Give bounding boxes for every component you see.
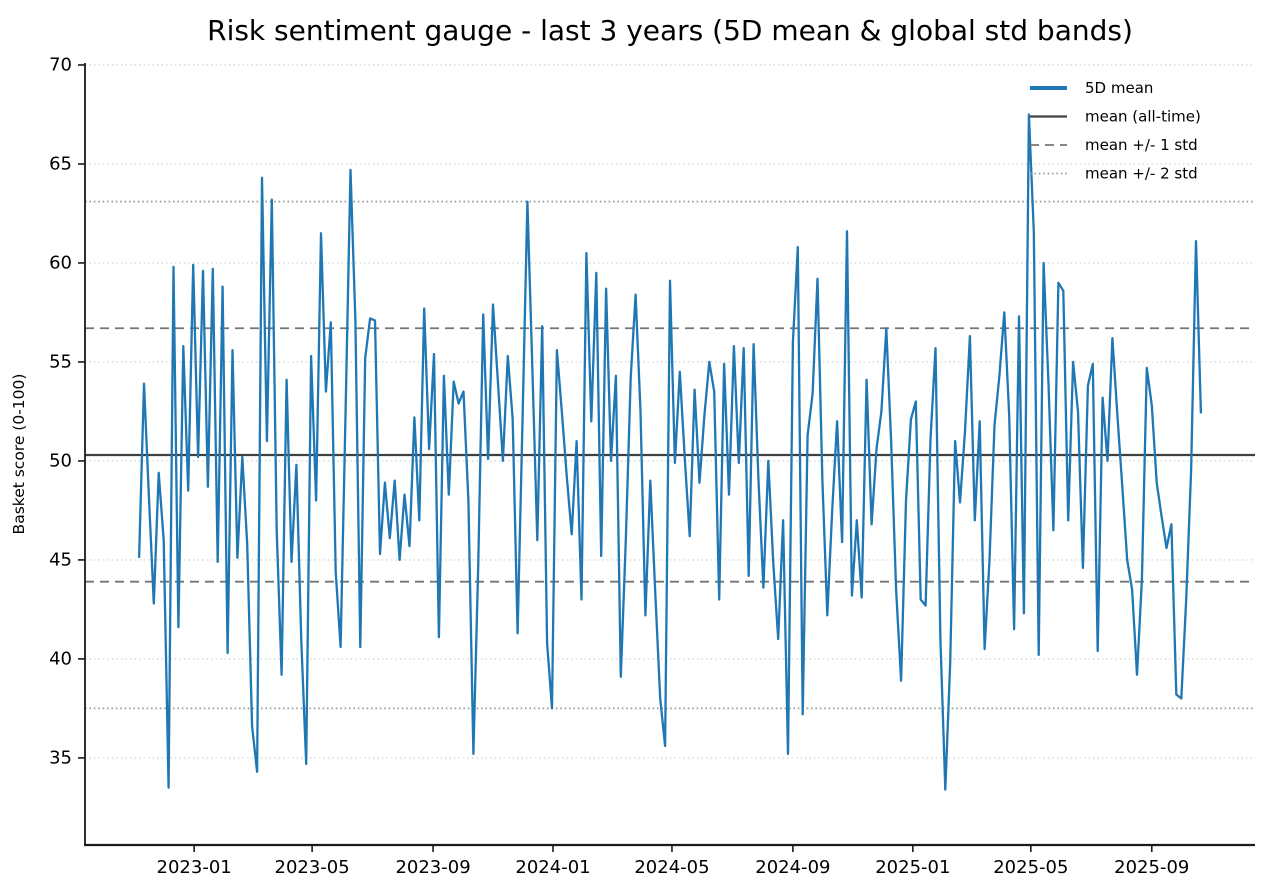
x-tick-label: 2024-09 <box>755 857 830 878</box>
y-axis-label: Basket score (0-100) <box>10 374 28 535</box>
legend-label: 5D mean <box>1085 79 1153 97</box>
chart-title: Risk sentiment gauge - last 3 years (5D … <box>207 14 1133 47</box>
y-tick-label: 50 <box>49 450 72 471</box>
series-5d-mean <box>137 113 1203 791</box>
x-tick-label: 2023-09 <box>395 857 470 878</box>
x-tick-label: 2023-01 <box>157 857 232 878</box>
y-tick-label: 55 <box>49 351 72 372</box>
x-tick-label: 2024-05 <box>634 857 709 878</box>
legend-label: mean +/- 1 std <box>1085 136 1198 154</box>
x-tick-label: 2024-01 <box>515 857 590 878</box>
y-tick-label: 35 <box>49 747 72 768</box>
x-tick-label: 2025-01 <box>875 857 950 878</box>
y-tick-label: 40 <box>49 648 72 669</box>
y-tick-label: 70 <box>49 54 72 75</box>
x-tick-label: 2025-09 <box>1114 857 1189 878</box>
y-tick-label: 45 <box>49 549 72 570</box>
y-tick-label: 60 <box>49 252 72 273</box>
x-tick-label: 2023-05 <box>275 857 350 878</box>
y-tick-label: 65 <box>49 153 72 174</box>
legend-label: mean +/- 2 std <box>1085 165 1198 183</box>
legend-label: mean (all-time) <box>1085 108 1201 126</box>
x-tick-label: 2025-05 <box>993 857 1068 878</box>
